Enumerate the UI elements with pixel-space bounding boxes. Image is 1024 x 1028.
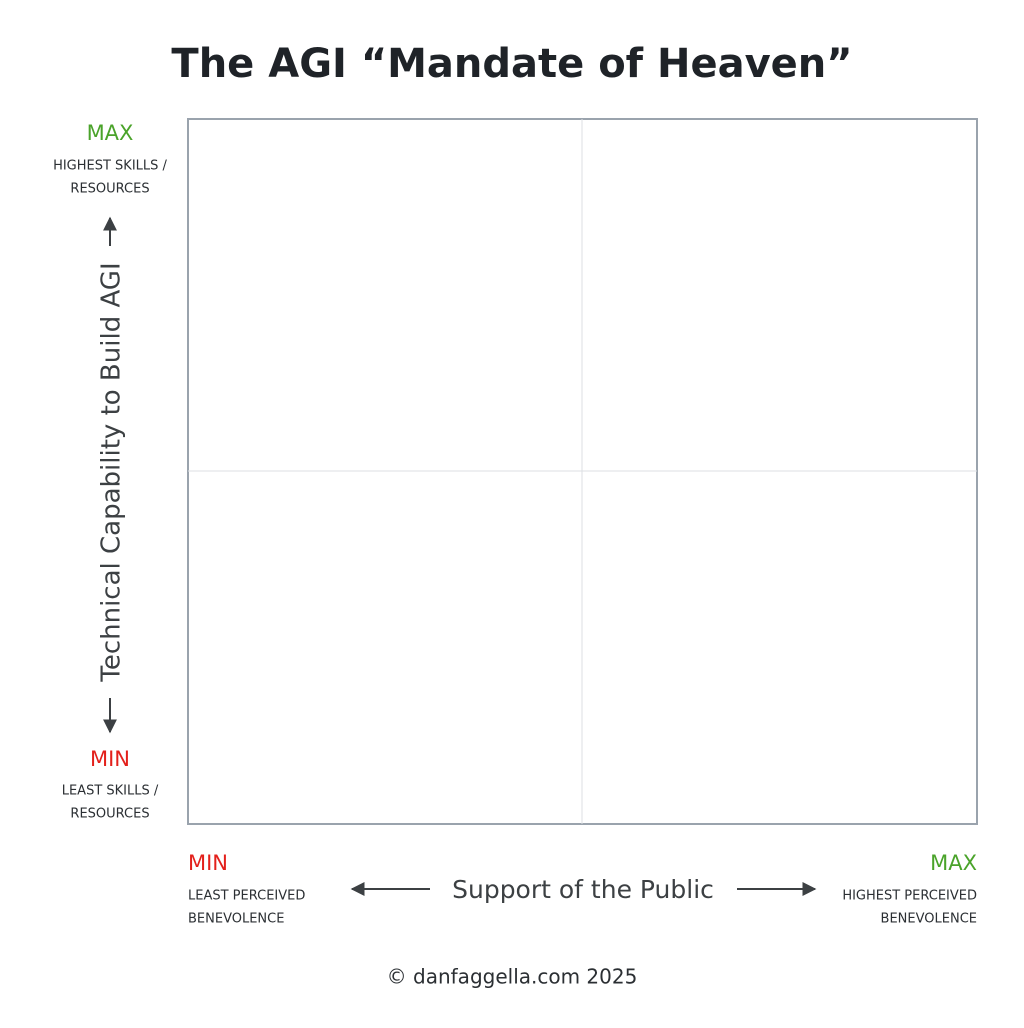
x-axis-label: Support of the Public bbox=[452, 875, 714, 904]
y-min-label: MIN bbox=[90, 747, 130, 771]
y-min-description: RESOURCES bbox=[70, 807, 149, 822]
y-max-description: HIGHEST SKILLS / bbox=[53, 159, 167, 174]
y-min-description: LEAST SKILLS / bbox=[62, 784, 159, 799]
x-min-label: MIN bbox=[188, 851, 228, 875]
x-max-description: HIGHEST PERCEIVED bbox=[842, 889, 977, 904]
x-max-label: MAX bbox=[930, 851, 977, 875]
footer: © danfaggella.com 2025 bbox=[387, 965, 638, 989]
y-axis-label: Technical Capability to Build AGI bbox=[97, 262, 127, 682]
x-min-description: LEAST PERCEIVED bbox=[188, 889, 305, 904]
y-max-description: RESOURCES bbox=[70, 182, 149, 197]
x-max-description: BENEVOLENCE bbox=[881, 912, 977, 927]
title: The AGI “Mandate of Heaven” bbox=[171, 41, 852, 87]
x-min-description: BENEVOLENCE bbox=[188, 912, 284, 927]
y-max-label: MAX bbox=[87, 121, 134, 145]
